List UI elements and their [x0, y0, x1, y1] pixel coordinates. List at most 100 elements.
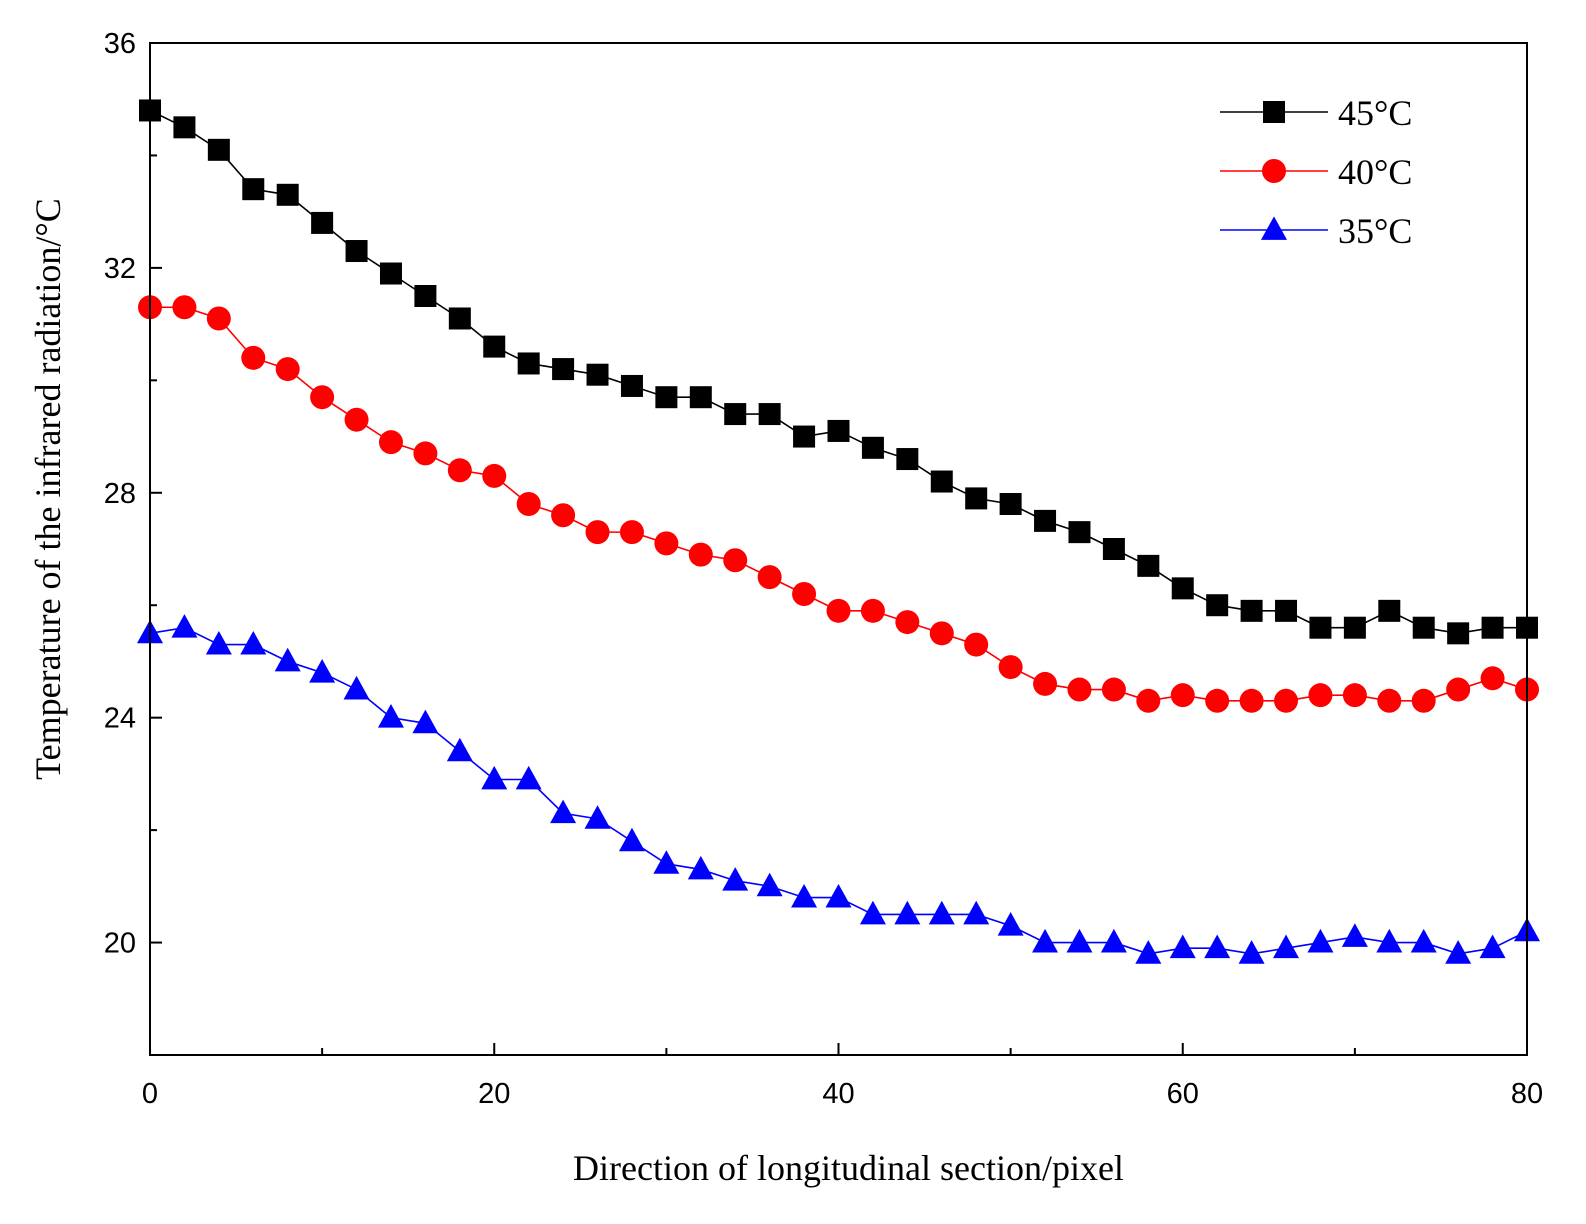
legend-entry: 45°C — [1220, 93, 1412, 133]
data-point — [653, 850, 680, 874]
data-point — [1275, 599, 1298, 622]
data-point — [311, 211, 334, 234]
data-point — [515, 765, 542, 790]
data-point — [758, 403, 781, 426]
data-point — [240, 630, 267, 655]
data-point — [1171, 577, 1194, 600]
data-point — [207, 138, 230, 161]
x-tick-label: 40 — [822, 1078, 854, 1110]
data-point — [446, 737, 473, 762]
data-point — [999, 493, 1022, 516]
data-point — [171, 614, 198, 638]
data-point — [345, 240, 368, 263]
data-point — [517, 352, 540, 375]
data-point — [586, 363, 609, 386]
data-point — [724, 403, 747, 426]
legend-label: 45°C — [1338, 93, 1412, 133]
data-point — [1273, 934, 1300, 959]
data-point — [205, 630, 232, 655]
data-point — [1377, 688, 1402, 713]
data-point — [791, 883, 818, 908]
data-point — [241, 345, 266, 370]
data-point — [550, 799, 577, 824]
data-point — [1100, 928, 1127, 953]
x-tick-label: 0 — [142, 1078, 158, 1110]
data-point — [688, 542, 713, 567]
data-point — [998, 655, 1023, 680]
data-point — [1446, 677, 1471, 702]
data-point — [1240, 599, 1263, 622]
data-point — [1170, 683, 1195, 708]
series-line — [150, 306, 1528, 702]
data-point — [379, 262, 402, 285]
data-point — [929, 621, 954, 646]
data-point — [654, 531, 679, 556]
data-point — [618, 827, 645, 852]
data-point — [516, 492, 541, 517]
data-point — [963, 900, 990, 925]
data-point — [1479, 934, 1506, 959]
legend-marker — [1263, 101, 1285, 123]
data-point — [928, 900, 955, 925]
data-point — [412, 709, 439, 734]
data-point — [1239, 688, 1264, 713]
data-point — [1034, 509, 1057, 532]
legend-marker — [1262, 159, 1286, 183]
data-point — [448, 307, 471, 330]
data-point — [378, 430, 403, 455]
data-point — [413, 441, 438, 466]
data-point — [859, 900, 886, 925]
data-point — [1032, 928, 1059, 953]
y-axis-title: Temperature of the infrared radiation/°C — [28, 198, 68, 780]
data-point — [343, 675, 370, 700]
data-point — [1101, 677, 1126, 702]
data-point — [1376, 928, 1403, 953]
data-point — [310, 385, 335, 410]
data-point — [1445, 940, 1472, 964]
legend-entry: 40°C — [1220, 152, 1412, 192]
data-point — [756, 872, 783, 897]
data-point — [687, 855, 714, 880]
data-point — [619, 520, 644, 545]
data-point — [1136, 688, 1161, 713]
data-point — [894, 900, 921, 925]
legend-entry: 35°C — [1220, 211, 1412, 251]
series-40CC — [138, 295, 1539, 713]
data-point — [173, 116, 196, 139]
legend-label: 40°C — [1338, 152, 1412, 192]
data-point — [757, 565, 782, 590]
data-point — [895, 610, 920, 635]
data-point — [206, 306, 231, 331]
data-point — [792, 581, 817, 606]
data-point — [1378, 599, 1401, 622]
series-layer — [137, 99, 1540, 964]
data-point — [1410, 928, 1437, 953]
data-point — [1341, 923, 1368, 947]
legend-label: 35°C — [1338, 211, 1412, 251]
data-point — [483, 335, 506, 358]
data-point — [1067, 677, 1092, 702]
data-point — [275, 357, 300, 382]
data-point — [1342, 683, 1367, 708]
data-point — [793, 425, 816, 448]
data-point — [964, 632, 989, 657]
data-point — [1480, 666, 1505, 691]
data-point — [1206, 594, 1229, 617]
data-point — [722, 867, 749, 891]
data-point — [1135, 940, 1162, 964]
data-point — [552, 358, 575, 381]
data-point — [482, 463, 507, 488]
data-point — [481, 765, 508, 790]
data-point — [1308, 683, 1333, 708]
data-point — [896, 448, 919, 471]
y-tick-label: 36 — [104, 28, 136, 60]
data-point — [276, 183, 299, 206]
data-point — [585, 520, 610, 545]
data-point — [1309, 616, 1332, 639]
data-point — [1307, 928, 1334, 953]
legend: 45°C 40°C 35°C — [1220, 93, 1412, 251]
data-point — [861, 436, 884, 459]
data-point — [826, 598, 851, 623]
data-point — [860, 598, 885, 623]
